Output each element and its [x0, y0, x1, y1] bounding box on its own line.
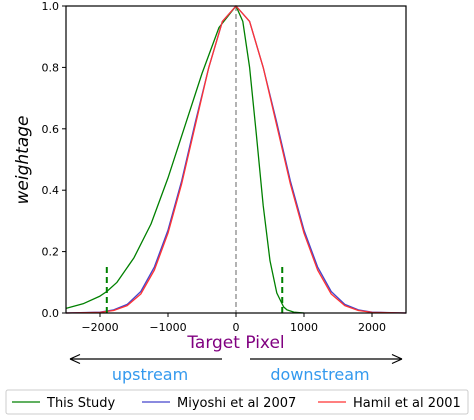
upstream-arrowhead	[69, 353, 81, 365]
y-tick-label: 0.0	[42, 307, 60, 320]
downstream-arrowhead	[391, 353, 403, 365]
x-axis-label: Target Pixel	[186, 333, 284, 353]
x-tick-label: −2000	[81, 321, 118, 334]
legend: This Study Miyoshi et al 2007 Hamil et a…	[5, 389, 469, 415]
y-tick-label: 0.6	[42, 123, 60, 136]
y-tick-label: 0.2	[42, 246, 60, 259]
axis-ticks: −2000 −1000 0 1000 2000 0.0 0.2 0.4 0.6 0.8 1.0	[42, 0, 387, 334]
y-tick-label: 0.8	[42, 61, 60, 74]
plot-area	[65, 5, 407, 314]
y-axis-label: weightage	[13, 116, 33, 205]
series-line-0	[65, 5, 305, 314]
legend-label-miyoshi: Miyoshi et al 2007	[177, 396, 296, 411]
legend-label-hamil: Hamil et al 2001	[353, 396, 461, 411]
legend-label-this-study: This Study	[46, 396, 116, 411]
x-tick-label: 1000	[290, 321, 318, 334]
legend-box	[5, 389, 469, 415]
upstream-label: upstream	[112, 365, 188, 384]
y-tick-label: 0.4	[42, 184, 60, 197]
y-tick-label: 1.0	[42, 0, 60, 13]
downstream-label: downstream	[270, 365, 369, 384]
x-tick-label: −1000	[149, 321, 186, 334]
x-tick-label: 0	[233, 321, 240, 334]
direction-indicators: upstream downstream	[69, 353, 403, 384]
x-tick-label: 2000	[358, 321, 386, 334]
